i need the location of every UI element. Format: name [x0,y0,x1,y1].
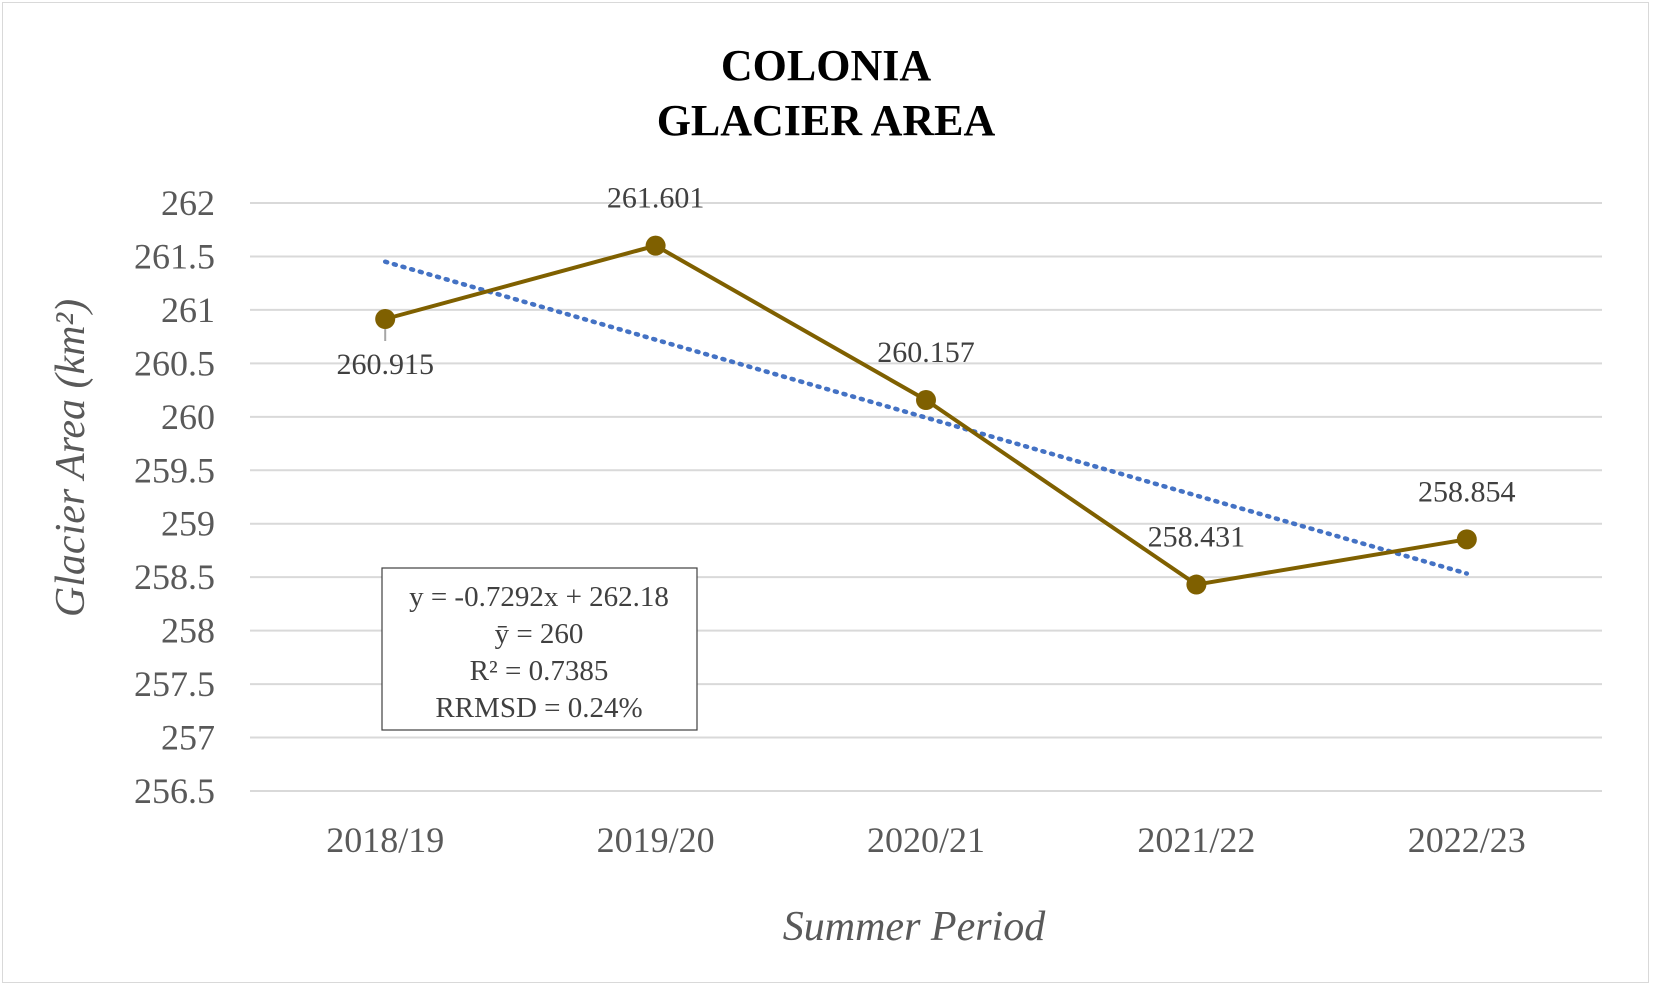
stats-rrmsd: RRMSD = 0.24% [435,692,642,724]
x-tick-label: 2022/23 [1408,820,1526,860]
x-tick-label: 2018/19 [326,820,444,860]
y-tick-label: 261.5 [134,236,215,276]
data-point [1456,529,1477,550]
data-point [916,390,936,411]
x-tick-label: 2020/21 [867,820,985,860]
stats-mean: ȳ = 260 [495,618,584,650]
chart-title-line-2: GLACIER AREA [657,96,996,145]
series-line [384,243,1468,587]
data-point [645,235,666,256]
data-label: 258.854 [1418,475,1516,508]
y-tick-label: 260.5 [134,343,215,383]
y-tick-label: 258.5 [134,557,215,597]
data-point [1186,574,1207,595]
y-axis-ticks: 262 261.5 261 260.5 260 259.5 259 258.5 258 257.5… [134,183,215,811]
y-tick-label: 262 [161,183,215,223]
y-tick-label: 259 [161,504,215,544]
x-tick-label: 2019/20 [597,820,715,860]
y-tick-label: 256.5 [134,771,215,811]
x-axis-ticks: 2018/19 2019/20 2020/21 2021/22 2022/23 [326,820,1526,860]
x-tick-label: 2021/22 [1137,820,1255,860]
data-label: 258.431 [1148,521,1246,554]
trendline-path [382,259,1470,576]
y-tick-label: 258 [161,611,215,651]
data-point [375,308,396,329]
stats-equation: y = -0.7292x + 262.18 [409,581,669,613]
data-labels: 260.915 261.601 260.157 258.431 258.854 [336,182,1515,554]
data-label: 261.601 [607,182,705,215]
y-tick-label: 260 [161,397,215,437]
chart-title-line-1: COLONIA [721,41,931,90]
stats-box-border [381,567,698,731]
trendline [382,259,1470,576]
data-label: 260.157 [877,336,975,369]
stats-r-squared: R² = 0.7385 [470,655,609,687]
y-tick-label: 257.5 [134,664,215,704]
series-glacier-area [375,235,1477,595]
y-tick-label: 257 [161,718,215,758]
regression-stats-box: y = -0.7292x + 262.18 ȳ = 260 R² = 0.738… [381,567,698,731]
y-tick-label: 261 [161,290,215,330]
x-axis-title: Summer Period [783,904,1046,950]
data-label: 260.915 [336,348,434,381]
y-tick-label: 259.5 [134,450,215,490]
y-axis-title: Glacier Area (km²) [48,299,94,617]
